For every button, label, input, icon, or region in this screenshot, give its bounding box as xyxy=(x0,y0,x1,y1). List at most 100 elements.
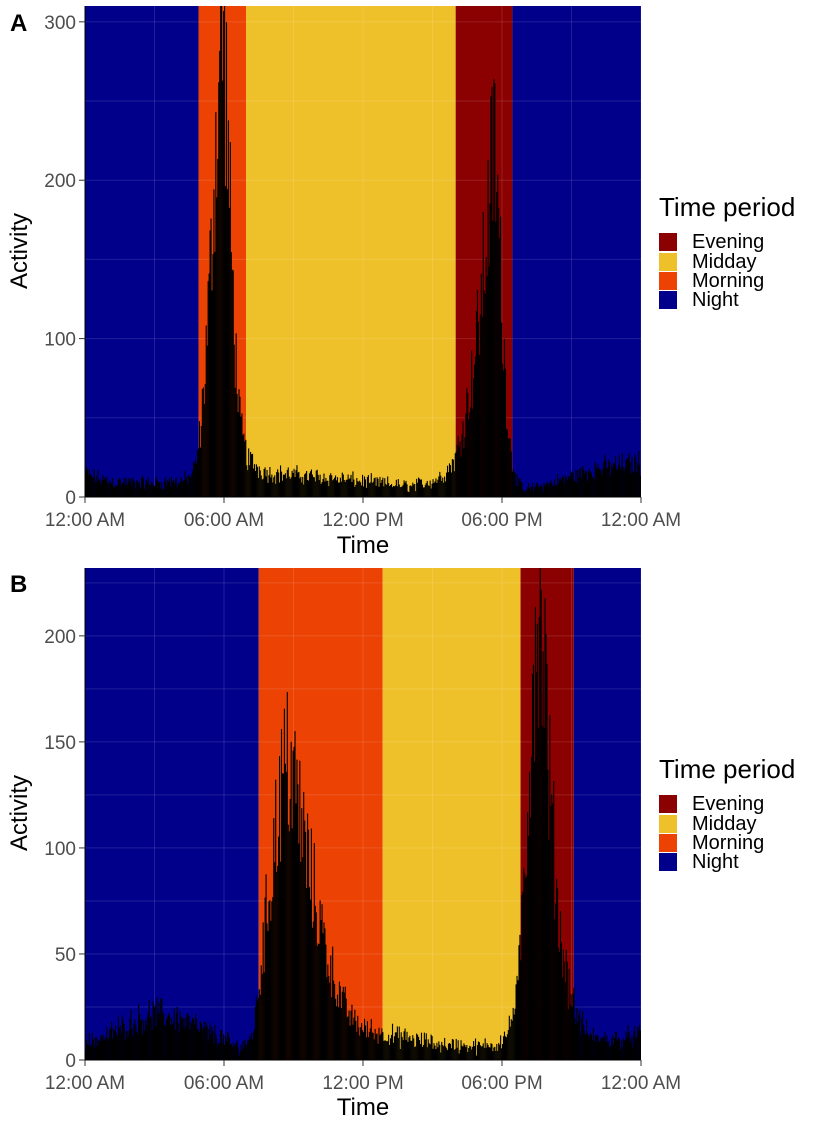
activity-bar-a xyxy=(371,482,373,497)
activity-bar-b xyxy=(390,1038,392,1060)
activity-bar-b xyxy=(101,1037,103,1060)
activity-bar-a xyxy=(558,478,561,497)
activity-bar-b xyxy=(550,806,552,1060)
activity-bar-a xyxy=(114,484,117,497)
activity-bar-b xyxy=(283,708,285,1060)
activity-bar-b xyxy=(213,1043,215,1060)
activity-bar-b xyxy=(340,1008,342,1060)
activity-bar-a xyxy=(212,253,214,497)
activity-bar-a xyxy=(610,475,612,497)
activity-bar-a xyxy=(542,492,544,497)
activity-bar-b xyxy=(497,1050,499,1060)
activity-bar-b xyxy=(146,1017,148,1060)
activity-bar-b xyxy=(372,1032,374,1060)
activity-bar-a xyxy=(356,477,358,497)
activity-bar-b xyxy=(366,1021,368,1060)
activity-bar-a xyxy=(567,476,569,497)
activity-bar-b xyxy=(626,1037,628,1060)
activity-bar-b xyxy=(592,1027,594,1060)
activity-bar-a xyxy=(564,475,566,497)
activity-bar-a xyxy=(467,393,469,497)
activity-bar-b xyxy=(198,1032,201,1060)
activity-bar-b xyxy=(418,1036,420,1060)
activity-bar-a xyxy=(602,468,604,497)
activity-bar-a xyxy=(306,471,308,497)
activity-bar-b xyxy=(427,1039,429,1060)
legend-swatch-evening-b xyxy=(659,795,677,813)
activity-bar-b xyxy=(337,1007,340,1060)
activity-bar-b xyxy=(510,1019,512,1060)
activity-bar-b xyxy=(143,1030,145,1060)
activity-bar-a xyxy=(478,354,480,497)
activity-bar-a xyxy=(400,486,402,497)
activity-bar-b xyxy=(446,1050,449,1060)
activity-bar-a xyxy=(494,83,496,497)
activity-bar-b xyxy=(528,836,530,1060)
activity-bar-a xyxy=(403,480,405,497)
activity-bar-a xyxy=(571,473,573,497)
activity-bar-a xyxy=(454,453,456,497)
legend-title-b: Time period xyxy=(659,754,795,784)
activity-bar-a xyxy=(635,457,637,497)
activity-bar-b xyxy=(494,1046,496,1060)
activity-bar-b xyxy=(171,1024,173,1060)
activity-bar-b xyxy=(219,1043,221,1060)
activity-bar-a xyxy=(394,485,396,497)
activity-bar-a xyxy=(334,477,336,497)
activity-bar-b xyxy=(324,928,326,1060)
activity-bar-a xyxy=(299,478,301,497)
activity-bar-b xyxy=(443,1046,445,1060)
activity-bar-a xyxy=(373,478,375,497)
activity-bar-a xyxy=(252,468,255,497)
activity-bar-b xyxy=(109,1030,111,1060)
activity-bar-b xyxy=(371,1032,373,1060)
activity-bar-a xyxy=(613,464,616,497)
activity-bar-b xyxy=(534,606,536,1060)
activity-bar-b xyxy=(224,1045,226,1060)
activity-bar-a xyxy=(474,364,476,497)
activity-bar-b xyxy=(270,920,272,1060)
activity-bar-b xyxy=(185,1026,187,1060)
activity-bar-a xyxy=(367,475,369,497)
activity-bar-b xyxy=(215,1033,217,1060)
legend-swatch-midday-b xyxy=(659,815,677,833)
activity-bar-b xyxy=(420,1032,423,1060)
activity-bar-b xyxy=(398,1026,400,1060)
activity-bar-b xyxy=(363,1032,365,1060)
activity-bar-a xyxy=(493,79,495,497)
activity-bar-a xyxy=(538,487,540,497)
activity-bar-b xyxy=(286,692,288,1060)
activity-bar-b xyxy=(335,998,337,1060)
activity-bar-b xyxy=(138,1003,140,1060)
activity-bar-a xyxy=(264,467,266,497)
activity-bar-b xyxy=(621,1046,623,1060)
activity-bar-b xyxy=(412,1035,414,1060)
activity-bar-a xyxy=(358,481,360,497)
activity-bar-a xyxy=(154,485,156,497)
activity-bar-a xyxy=(98,480,100,497)
activity-bar-a xyxy=(590,471,592,497)
activity-bar-b xyxy=(564,982,566,1060)
activity-bar-b xyxy=(566,961,568,1060)
activity-bar-b xyxy=(543,727,545,1060)
activity-bar-b xyxy=(585,1034,587,1060)
activity-bar-a xyxy=(401,486,403,497)
activity-bar-a xyxy=(506,429,508,497)
activity-bar-a xyxy=(611,465,613,497)
activity-bar-a xyxy=(529,487,531,497)
activity-bar-b xyxy=(511,1020,513,1060)
activity-bar-b xyxy=(305,831,307,1060)
activity-bar-b xyxy=(383,1040,385,1060)
activity-bar-a xyxy=(624,467,626,497)
x-tick-label-a-2: 12:00 PM xyxy=(322,510,403,531)
activity-bar-a xyxy=(490,96,492,497)
activity-bar-a xyxy=(239,396,241,497)
activity-bar-a xyxy=(217,158,219,497)
activity-bar-b xyxy=(233,1046,235,1060)
activity-bar-b xyxy=(541,726,543,1060)
activity-bar-b xyxy=(503,1031,506,1060)
activity-bar-b xyxy=(579,1009,581,1060)
activity-bar-a xyxy=(201,389,203,497)
activity-bar-a xyxy=(185,478,187,497)
activity-bar-a xyxy=(206,345,208,497)
